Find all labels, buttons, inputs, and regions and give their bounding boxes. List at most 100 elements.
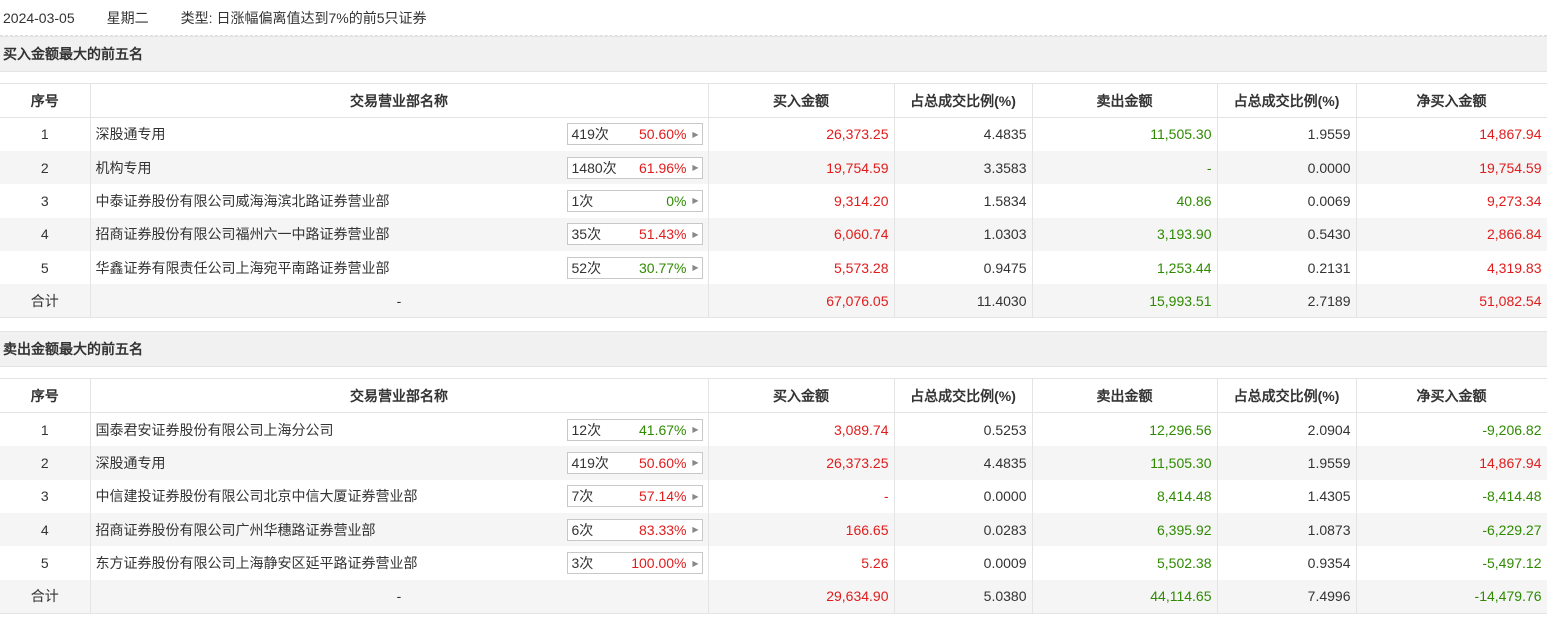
section-gap: [0, 367, 1547, 378]
row-index: 4: [0, 217, 91, 252]
buy-ratio: 0.5253: [894, 412, 1033, 447]
sell-amount: 11,505.30: [1032, 117, 1218, 151]
table-header-row: 序号 交易营业部名称 买入金额 占总成交比例(%) 卖出金额 占总成交比例(%) 净买入金额: [0, 83, 1547, 118]
broker-table: 序号 交易营业部名称 买入金额 占总成交比例(%) 卖出金额 占总成交比例(%) 净买入金额…: [0, 378, 1547, 614]
buy-ratio: 0.0009: [894, 546, 1033, 580]
net-buy-amount: 4,319.83: [1356, 251, 1547, 285]
weekday-label: 星期二: [106, 9, 149, 26]
broker-stats-badge[interactable]: 1次 0% ▶: [566, 189, 703, 212]
buy-amount: 3,089.74: [708, 412, 895, 447]
total-buy-amount: 67,076.05: [708, 284, 895, 319]
broker-name-link[interactable]: 机构专用: [95, 159, 152, 176]
buy-ratio: 0.0000: [894, 479, 1033, 514]
success-rate: 50.60%: [639, 126, 687, 143]
broker-stats-badge[interactable]: 12次 41.67% ▶: [566, 418, 703, 441]
triangle-right-icon: ▶: [692, 263, 699, 273]
broker-name-link[interactable]: 中信建投证券股份有限公司北京中信大厦证券营业部: [95, 488, 418, 505]
broker-stats-badge[interactable]: 52次 30.77% ▶: [566, 256, 703, 279]
net-buy-amount: 2,866.84: [1356, 217, 1547, 252]
buy-amount: 6,060.74: [708, 217, 895, 252]
listing-count: 3次: [571, 555, 594, 572]
table-row: 4 招商证券股份有限公司广州华穗路证券营业部 6次 83.33% ▶ 166.65 0.02…: [0, 513, 1547, 547]
total-label: 合计: [0, 284, 91, 319]
buy-ratio: 4.4835: [894, 446, 1033, 480]
buy-ratio: 3.3583: [894, 150, 1033, 185]
row-index: 3: [0, 479, 91, 514]
sell-amount: 8,414.48: [1032, 479, 1218, 514]
broker-stats-badge[interactable]: 419次 50.60% ▶: [566, 451, 703, 474]
row-index: 2: [0, 446, 91, 480]
success-rate: 57.14%: [639, 488, 687, 505]
listing-count: 52次: [571, 259, 602, 276]
broker-name-cell: 深股通专用 419次 50.60% ▶: [90, 446, 709, 480]
total-name: -: [90, 579, 709, 614]
broker-stats-badge[interactable]: 35次 51.43% ▶: [566, 223, 703, 246]
net-buy-amount: 19,754.59: [1356, 150, 1547, 185]
listing-count: 419次: [571, 126, 609, 143]
listing-count: 419次: [571, 454, 609, 471]
section-1: 卖出金额最大的前五名序号 交易营业部名称 买入金额 占总成交比例(%) 卖出金额 占总成交…: [0, 331, 1547, 614]
buy-amount: 9,314.20: [708, 184, 895, 218]
sell-ratio: 0.0069: [1217, 184, 1357, 218]
broker-stats-badge[interactable]: 419次 50.60% ▶: [566, 123, 703, 146]
table-row: 2 机构专用 1480次 61.96% ▶ 19,754.59 3.3583-0.0000 1…: [0, 150, 1547, 185]
section-title: 卖出金额最大的前五名: [0, 331, 1547, 368]
sell-ratio: 0.2131: [1217, 251, 1357, 285]
sell-ratio: 2.0904: [1217, 412, 1357, 447]
net-buy-amount: 9,273.34: [1356, 184, 1547, 218]
buy-amount: -: [708, 479, 895, 514]
success-rate: 51.43%: [639, 226, 687, 243]
success-rate: 50.60%: [639, 454, 687, 471]
success-rate: 61.96%: [639, 159, 687, 176]
triangle-right-icon: ▶: [692, 129, 699, 139]
sell-ratio: 1.4305: [1217, 479, 1357, 514]
sell-amount: 5,502.38: [1032, 546, 1218, 580]
broker-name-link[interactable]: 国泰君安证券股份有限公司上海分公司: [95, 421, 334, 438]
section-gap: [0, 72, 1547, 83]
row-index: 5: [0, 546, 91, 580]
broker-stats-badge[interactable]: 1480次 61.96% ▶: [566, 156, 703, 179]
sell-ratio: 0.9354: [1217, 546, 1357, 580]
total-sell-ratio: 7.4996: [1217, 579, 1357, 614]
broker-table: 序号 交易营业部名称 买入金额 占总成交比例(%) 卖出金额 占总成交比例(%) 净买入金额…: [0, 83, 1547, 319]
table-row: 4 招商证券股份有限公司福州六一中路证券营业部 35次 51.43% ▶ 6,060.74…: [0, 217, 1547, 252]
type-info: 类型: 日涨幅偏离值达到7%的前5只证券: [181, 8, 427, 28]
sell-ratio: 0.5430: [1217, 217, 1357, 252]
net-buy-amount: 14,867.94: [1356, 446, 1547, 480]
success-rate: 100.00%: [631, 555, 687, 572]
triangle-right-icon: ▶: [692, 163, 699, 173]
type-value: 日涨幅偏离值达到7%的前5只证券: [216, 9, 427, 26]
broker-name-link[interactable]: 华鑫证券有限责任公司上海宛平南路证券营业部: [95, 259, 390, 276]
broker-stats-badge[interactable]: 6次 83.33% ▶: [566, 518, 703, 541]
broker-name-link[interactable]: 深股通专用: [95, 454, 166, 471]
broker-name-link[interactable]: 深股通专用: [95, 126, 166, 143]
buy-amount: 19,754.59: [708, 150, 895, 185]
triangle-right-icon: ▶: [692, 525, 699, 535]
table-row: 3 中泰证券股份有限公司威海海滨北路证券营业部 1次 0% ▶ 9,314.20 1.583…: [0, 184, 1547, 218]
listing-count: 1480次: [571, 159, 617, 176]
broker-name-cell: 机构专用 1480次 61.96% ▶: [90, 150, 709, 185]
row-index: 1: [0, 412, 91, 447]
broker-name-link[interactable]: 招商证券股份有限公司广州华穗路证券营业部: [95, 521, 376, 538]
buy-ratio: 1.0303: [894, 217, 1033, 252]
broker-name-link[interactable]: 东方证券股份有限公司上海静安区延平路证券营业部: [95, 555, 418, 572]
column-header: 交易营业部名称: [90, 83, 709, 118]
broker-name-link[interactable]: 招商证券股份有限公司福州六一中路证券营业部: [95, 226, 390, 243]
total-net-buy-amount: 51,082.54: [1356, 284, 1547, 319]
success-rate: 0%: [666, 192, 687, 209]
column-header: 占总成交比例(%): [894, 378, 1033, 414]
sell-amount: 11,505.30: [1032, 446, 1218, 480]
sell-ratio: 1.0873: [1217, 513, 1357, 547]
table-row: 5 东方证券股份有限公司上海静安区延平路证券营业部 3次 100.00% ▶ 5.26 0.…: [0, 546, 1547, 580]
table-row: 1 国泰君安证券股份有限公司上海分公司 12次 41.67% ▶ 3,089.74 0.52…: [0, 412, 1547, 447]
broker-name-link[interactable]: 中泰证券股份有限公司威海海滨北路证券营业部: [95, 192, 390, 209]
total-sell-ratio: 2.7189: [1217, 284, 1357, 319]
sell-amount: 1,253.44: [1032, 251, 1218, 285]
column-header: 买入金额: [708, 378, 895, 414]
column-header: 序号: [0, 378, 91, 414]
broker-stats-badge[interactable]: 3次 100.00% ▶: [566, 552, 703, 575]
broker-stats-badge[interactable]: 7次 57.14% ▶: [566, 485, 703, 508]
net-buy-amount: -9,206.82: [1356, 412, 1547, 447]
total-row: 合计 -67,076.05 11.4030 15,993.51 2.7189 51,082…: [0, 284, 1547, 319]
column-header: 占总成交比例(%): [1217, 83, 1357, 118]
